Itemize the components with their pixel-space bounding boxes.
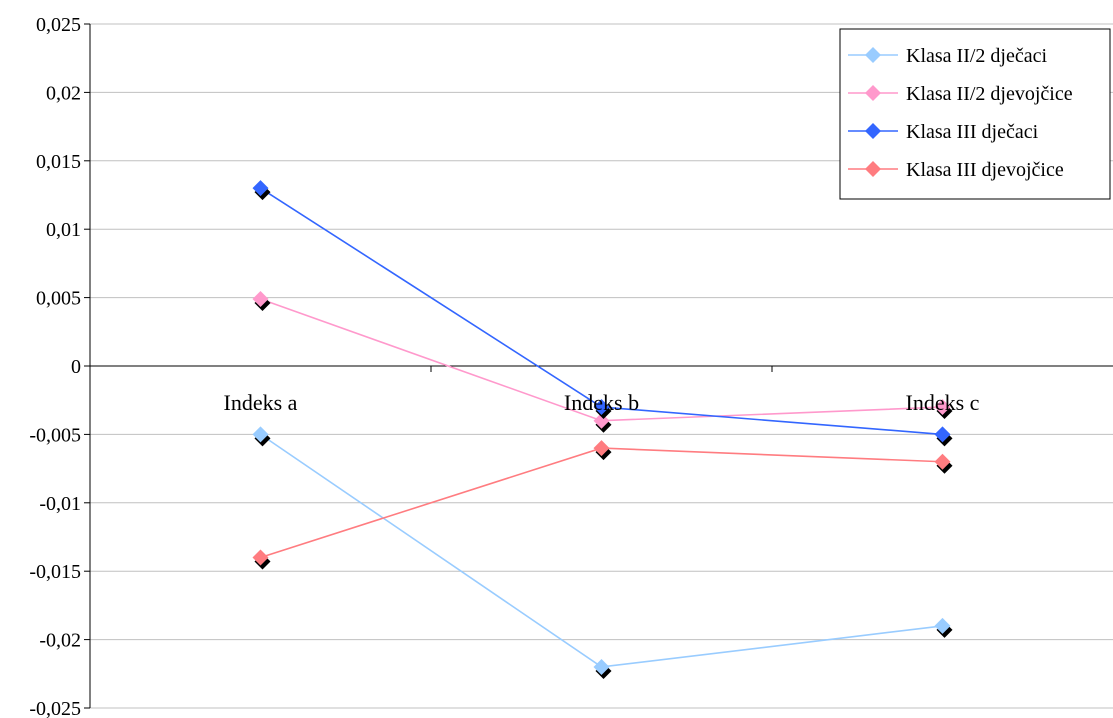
legend: Klasa II/2 dječaci Klasa II/2 djevojčice K… [839,28,1111,200]
series-lines [252,180,953,679]
x-tick-label: Indeks c [906,390,980,415]
y-tick-label: -0,025 [29,698,81,718]
legend-box [839,28,1111,200]
legend-swatch-marker [865,47,881,63]
legend-label: Klasa III dječaci [906,121,1039,143]
data-point [593,440,610,457]
legend-label: Klasa II/2 dječaci [906,45,1047,67]
y-tick-label: -0,015 [29,561,81,583]
data-point [252,426,269,443]
labels: 0,025 0,02 0,015 0,01 0,005 0 -0,005 -0,01 -0,01… [29,14,979,718]
legend-label: Klasa III djevojčice [906,159,1064,181]
y-tick-label: 0 [71,356,81,378]
y-tick-label: 0,025 [36,14,81,36]
y-tick-label: -0,005 [29,424,81,446]
y-tick-label: -0,01 [39,493,81,515]
x-tick-label: Indeks b [564,390,639,415]
data-point [934,617,951,634]
legend-swatch-marker [865,161,881,177]
y-tick-label: 0,01 [46,219,81,241]
data-point [252,549,269,566]
data-point [252,180,269,197]
data-point [934,453,951,470]
axes [84,23,1113,709]
legend-swatch-marker [865,123,881,139]
y-tick-label: 0,005 [36,288,81,310]
data-point [934,399,951,416]
y-tick-label: 0,02 [46,82,81,104]
legend-label: Klasa II/2 djevojčice [906,83,1073,105]
data-point [252,290,269,307]
y-tick-label: 0,015 [36,151,81,173]
y-tick-label: -0,02 [39,630,81,652]
data-point [593,399,610,416]
legend-swatch-marker [865,85,881,101]
data-point [934,426,951,443]
x-tick-label: Indeks a [224,390,298,415]
series-line [260,433,943,668]
data-point [593,658,610,675]
